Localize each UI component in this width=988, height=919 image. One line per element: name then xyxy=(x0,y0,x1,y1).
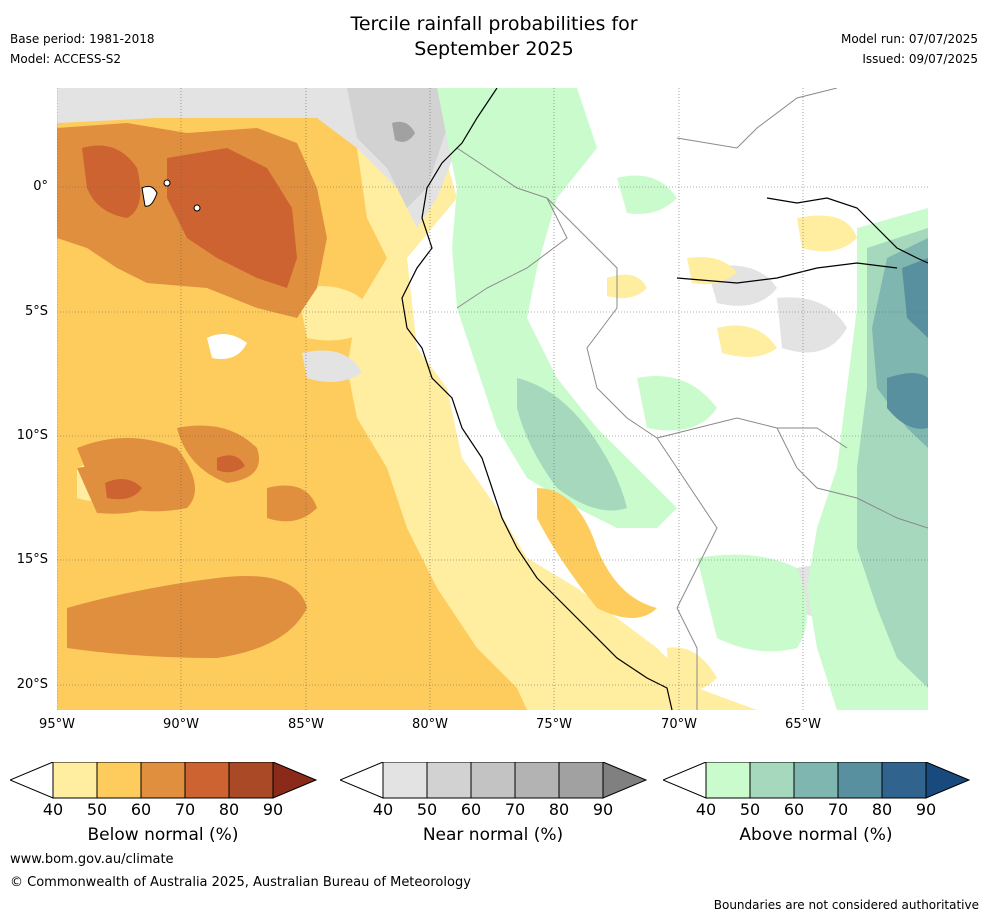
gridlines xyxy=(57,88,928,710)
footer-disclaimer: Boundaries are not considered authoritat… xyxy=(713,898,979,912)
below-70-region xyxy=(167,148,297,288)
near-tick-60: 60 xyxy=(460,800,482,819)
footer-copyright: © Commonwealth of Australia 2025, Austra… xyxy=(10,875,471,890)
above-70-region-east xyxy=(902,258,928,338)
lat-label-0: 0° xyxy=(33,179,48,194)
above-tick-70: 70 xyxy=(827,800,849,819)
colorbar-above: 40 50 60 70 80 90 Above normal (%) xyxy=(663,762,973,852)
above-tick-50: 50 xyxy=(739,800,761,819)
below-40-patch-3 xyxy=(797,215,857,252)
coastline xyxy=(401,88,928,710)
probability-map[interactable] xyxy=(57,88,928,710)
above-tick-90: 90 xyxy=(915,800,937,819)
below-tick-70: 70 xyxy=(174,800,196,819)
below-40-patch-6 xyxy=(537,488,657,618)
below-70-region-2 xyxy=(82,145,141,218)
lon-label-90w: 90°W xyxy=(163,717,199,732)
lat-label-20s: 20°S xyxy=(16,677,48,692)
below-70-small-1 xyxy=(105,479,142,500)
model-run: Model run: 07/07/2025 xyxy=(840,32,978,46)
country-borders xyxy=(456,88,928,710)
near-tick-40: 40 xyxy=(372,800,394,819)
below-tick-90: 90 xyxy=(262,800,284,819)
colorbar-below: 40 50 60 70 80 90 Below normal (%) xyxy=(10,762,320,852)
below-normal-label: Below normal (%) xyxy=(87,825,239,845)
above-40-region-south xyxy=(697,554,807,652)
galapagos-islands xyxy=(141,179,201,212)
below-tick-40: 40 xyxy=(42,800,64,819)
map-title: Tercile rainfall probabilities for Septe… xyxy=(0,12,988,62)
issued-date: Issued: 09/07/2025 xyxy=(862,52,978,66)
lon-label-70w: 70°W xyxy=(661,717,697,732)
near-tick-90: 90 xyxy=(592,800,614,819)
white-gap-2 xyxy=(297,286,377,341)
lat-label-10s: 10°S xyxy=(16,428,48,443)
below-40-patch-5 xyxy=(667,647,717,692)
title-line-1: Tercile rainfall probabilities for xyxy=(350,13,638,35)
near-50-region-north xyxy=(347,88,457,208)
colorbar-near-graphic xyxy=(340,762,648,799)
base-period: Base period: 1981-2018 xyxy=(10,32,155,46)
meta-left: Base period: 1981-2018 Model: ACCESS-S2 xyxy=(10,29,155,69)
meta-right: Model run: 07/07/2025 Issued: 09/07/2025 xyxy=(841,29,978,69)
near-normal-label: Near normal (%) xyxy=(422,825,564,845)
above-40-region-andes xyxy=(437,88,677,528)
lon-label-65w: 65°W xyxy=(785,717,821,732)
below-60-region-s2 xyxy=(267,485,317,522)
colorbar-above-graphic xyxy=(663,762,971,799)
colorbar-below-graphic xyxy=(10,762,318,799)
below-tick-60: 60 xyxy=(130,800,152,819)
below-40-patch-4 xyxy=(717,325,777,357)
below-tick-80: 80 xyxy=(218,800,240,819)
below-60-region-south xyxy=(67,576,307,658)
near-40-region-mid xyxy=(302,350,362,382)
model-name: Model: ACCESS-S2 xyxy=(10,52,122,66)
map-canvas xyxy=(57,88,928,710)
above-tick-60: 60 xyxy=(783,800,805,819)
above-40-region-ne xyxy=(617,175,677,214)
footer-url[interactable]: www.bom.gov.au/climate xyxy=(10,852,174,867)
lon-label-75w: 75°W xyxy=(536,717,572,732)
near-tick-80: 80 xyxy=(548,800,570,819)
above-normal-label: Above normal (%) xyxy=(739,825,893,845)
near-40-region-east xyxy=(777,297,847,353)
above-70-region-east-2 xyxy=(887,373,928,429)
lat-label-5s: 5°S xyxy=(24,304,48,319)
colorbar-near: 40 50 60 70 80 90 Near normal (%) xyxy=(340,762,650,852)
above-tick-40: 40 xyxy=(695,800,717,819)
lat-label-15s: 15°S xyxy=(16,552,48,567)
near-tick-50: 50 xyxy=(416,800,438,819)
lon-label-95w: 95°W xyxy=(39,717,75,732)
above-50-region-andes xyxy=(517,378,627,511)
near-tick-70: 70 xyxy=(504,800,526,819)
below-40-patch-2 xyxy=(687,257,737,285)
below-tick-50: 50 xyxy=(86,800,108,819)
near-60-spot xyxy=(392,121,415,142)
above-40-region-c xyxy=(637,376,717,431)
title-line-2: September 2025 xyxy=(414,38,574,60)
lon-label-80w: 80°W xyxy=(412,717,448,732)
above-tick-80: 80 xyxy=(871,800,893,819)
white-gap-1 xyxy=(207,334,247,359)
lon-label-85w: 85°W xyxy=(288,717,324,732)
below-70-small-2 xyxy=(217,455,245,473)
